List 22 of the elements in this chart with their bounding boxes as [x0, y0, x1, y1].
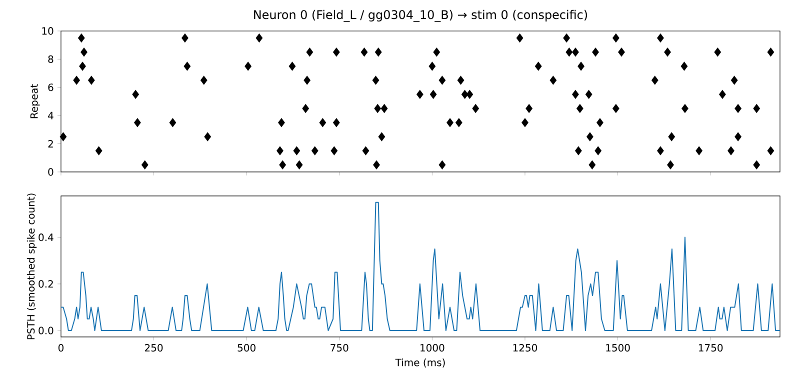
y-tick-label: 10 [42, 27, 54, 35]
x-tick-label: 1250 [513, 344, 538, 352]
y-tick-label: 0.2 [38, 280, 53, 288]
y-axis-title: PSTH (smoothed spike count) [26, 194, 37, 340]
y-tick-label: 0.0 [38, 326, 54, 334]
y-tick-label: 8 [48, 55, 54, 63]
x-tick-label: 750 [330, 344, 348, 352]
y-tick-label: 0 [48, 168, 54, 176]
line-series [60, 202, 780, 332]
y-tick-label: 4 [48, 112, 54, 120]
x-tick-label: 1750 [698, 344, 723, 352]
y-tick-label: 2 [48, 140, 53, 148]
x-axis-title: Time (ms) [395, 358, 445, 368]
y-axis-title: Repeat [30, 84, 40, 118]
chart-title: Neuron 0 (Field_L / gg0304_10_B) → stim 0 (conspecific) [254, 10, 588, 22]
x-tick-label: 250 [144, 344, 163, 352]
y-tick-label: 0.4 [38, 234, 54, 242]
x-tick-label: 1000 [420, 344, 444, 352]
y-tick-label: 6 [48, 84, 54, 92]
x-tick-label: 1500 [606, 344, 630, 352]
x-tick-label: 0 [58, 344, 64, 352]
x-tick-label: 500 [238, 344, 256, 352]
